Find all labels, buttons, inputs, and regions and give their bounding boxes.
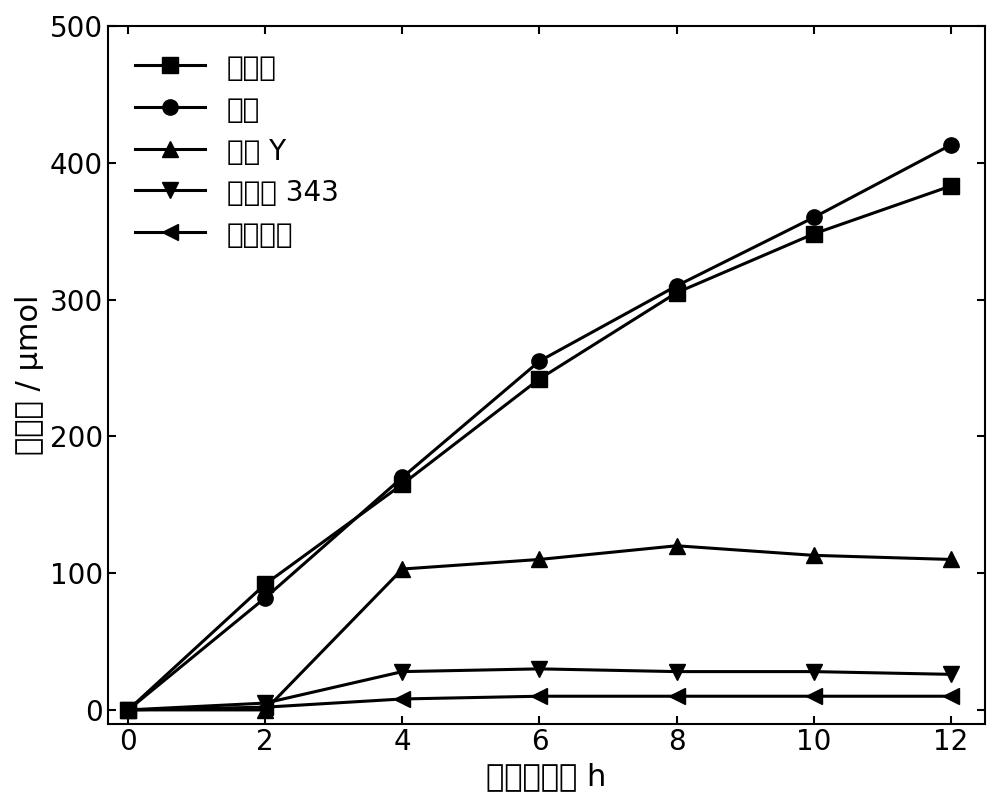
茵素 xyxy=(259,593,271,603)
Line: 茵素: 茵素 xyxy=(121,137,958,717)
无敏化剂 xyxy=(396,694,408,704)
曙红 Y xyxy=(259,705,271,715)
无敏化剂 xyxy=(122,705,134,715)
茵素 xyxy=(396,472,408,482)
Line: 香豆素 343: 香豆素 343 xyxy=(121,661,958,717)
茵素红 xyxy=(259,580,271,589)
曙红 Y xyxy=(945,555,957,564)
茵素红 xyxy=(122,705,134,715)
茵素红 xyxy=(671,288,683,297)
茵素红 xyxy=(945,181,957,191)
无敏化剂 xyxy=(259,702,271,712)
香豆素 343 xyxy=(533,664,545,674)
曙红 Y xyxy=(122,705,134,715)
香豆素 343 xyxy=(945,670,957,679)
茵素 xyxy=(808,213,820,222)
曙红 Y xyxy=(396,564,408,574)
Legend: 茵素红, 茵素, 曙红 Y, 香豆素 343, 无敏化剂: 茵素红, 茵素, 曙红 Y, 香豆素 343, 无敏化剂 xyxy=(122,39,353,264)
香豆素 343 xyxy=(396,667,408,676)
Line: 曙红 Y: 曙红 Y xyxy=(121,538,958,717)
香豆素 343 xyxy=(671,667,683,676)
X-axis label: 光照时间／ h: 光照时间／ h xyxy=(486,762,607,791)
无敏化剂 xyxy=(671,692,683,701)
茵素红 xyxy=(808,229,820,239)
Y-axis label: 产氢量 / μmol: 产氢量 / μmol xyxy=(15,294,44,455)
茵素红 xyxy=(533,374,545,384)
茵素 xyxy=(671,281,683,291)
茵素红 xyxy=(396,480,408,489)
茵素 xyxy=(122,705,134,715)
无敏化剂 xyxy=(533,692,545,701)
Line: 茵素红: 茵素红 xyxy=(121,178,958,717)
曙红 Y xyxy=(808,550,820,560)
香豆素 343 xyxy=(259,698,271,708)
曙红 Y xyxy=(671,541,683,550)
Line: 无敏化剂: 无敏化剂 xyxy=(121,688,958,717)
香豆素 343 xyxy=(808,667,820,676)
茵素 xyxy=(533,356,545,366)
无敏化剂 xyxy=(808,692,820,701)
香豆素 343 xyxy=(122,705,134,715)
无敏化剂 xyxy=(945,692,957,701)
茵素 xyxy=(945,140,957,150)
曙红 Y xyxy=(533,555,545,564)
